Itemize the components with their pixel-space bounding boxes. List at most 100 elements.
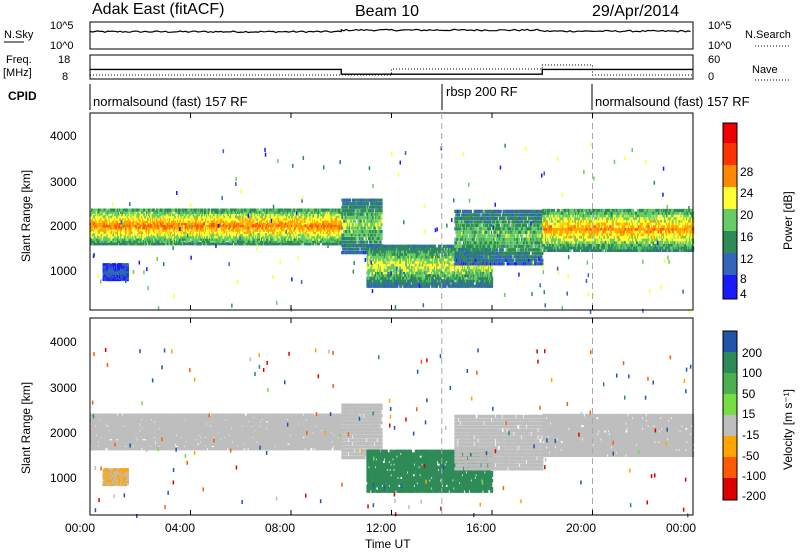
power-echo-cell (263, 221, 267, 226)
power-echo-cell (162, 213, 165, 217)
power-echo-cell (170, 226, 173, 230)
power-echo-cell (109, 217, 112, 221)
power-echo-cell (90, 237, 93, 241)
power-echo-cell (317, 213, 320, 217)
power-echo-cell (147, 221, 150, 226)
power-echo-cell (93, 210, 97, 214)
power-echo-cell (110, 237, 113, 241)
power-echo-cell (102, 228, 105, 232)
power-echo-cell (362, 198, 365, 202)
power-echo-cell (145, 242, 148, 246)
power-echo-cell (242, 213, 245, 217)
power-echo-cell (155, 217, 158, 221)
power-echo-cell (141, 228, 144, 232)
power-echo-cell (273, 239, 276, 243)
power-echo-cell (373, 219, 376, 223)
power-echo-cell (241, 239, 244, 243)
power-echo-cell (139, 224, 142, 228)
power-echo-cell (235, 208, 238, 212)
power-echo-cell (240, 224, 243, 228)
power-panel: Slant Range [km] 4000 3000 2000 1000 28 … (19, 112, 795, 314)
power-echo-cell (254, 228, 257, 232)
power-echo-cell (250, 215, 253, 219)
power-echo-cell (151, 233, 154, 237)
power-echo-cell (148, 233, 152, 237)
power-echo-cell (289, 210, 292, 214)
power-echo-cell (209, 242, 212, 246)
power-echo-cell (192, 235, 195, 239)
power-echo-cell (325, 233, 328, 237)
power-echo-cell (152, 208, 155, 212)
power-echo-cell (135, 226, 138, 230)
power-echo-cell (112, 239, 115, 243)
power-echo-cell (186, 226, 189, 230)
power-echo-cell (246, 224, 249, 228)
power-echo-cell (260, 217, 263, 221)
power-echo-cell (120, 239, 123, 243)
power-echo-cell (288, 230, 291, 235)
power-echo-cell (283, 242, 286, 246)
power-echo-cell (162, 226, 165, 230)
power-echo-cell (205, 237, 208, 241)
power-echo-cell (176, 217, 179, 221)
power-echo-cell (168, 213, 171, 217)
power-echo-cell (233, 237, 236, 241)
power-echo-cell (139, 228, 142, 232)
power-echo-cell (243, 237, 246, 241)
power-echo-cell (377, 237, 380, 241)
power-echo-cell (99, 242, 102, 246)
freq-label: Freq. (6, 54, 32, 66)
power-echo-cell (231, 213, 234, 217)
power-echo-cell (353, 237, 356, 241)
power-echo-cell (362, 226, 365, 230)
power-echo-cell (276, 230, 279, 235)
power-echo-cell (333, 221, 336, 226)
power-echo-cell (196, 217, 199, 221)
power-echo-cell (91, 208, 94, 212)
freq-panel: Freq. [MHz] 18 8 60 0 Nave (3, 54, 790, 83)
power-echo-cell (277, 242, 280, 246)
power-echo-cell (222, 242, 225, 246)
power-echo-cell (358, 233, 361, 237)
power-echo-cell (219, 213, 222, 217)
power-echo-cell (234, 219, 237, 223)
power-echo-cell (114, 235, 117, 239)
power-echo-cell (352, 244, 355, 248)
power-echo-cell (148, 224, 151, 228)
power-echo-cell (217, 228, 220, 232)
power-echo-cell (333, 224, 336, 228)
power-echo-cell (165, 237, 168, 241)
power-echo-cell (368, 226, 371, 230)
power-echo-cell (207, 208, 211, 212)
power-echo-cell (338, 217, 341, 221)
power-echo-cell (344, 223, 347, 227)
power-echo-cell (234, 224, 237, 228)
power-echo-cell (175, 233, 178, 237)
power-echo-cell (258, 239, 261, 243)
power-echo-cell (359, 216, 362, 220)
power-echo-cell (116, 242, 119, 246)
power-echo-cell (186, 237, 189, 241)
power-echo-cell (344, 247, 347, 251)
power-echo-cell (305, 237, 308, 241)
power-echo-cell (118, 224, 121, 228)
power-echo-cell (352, 247, 355, 251)
power-echo-cell (339, 237, 342, 241)
power-echo-cell (122, 233, 126, 237)
power-echo-cell (183, 242, 186, 246)
power-echo-cell (91, 230, 95, 235)
power-echo-cell (170, 210, 173, 214)
power-echo-cell (185, 235, 188, 239)
power-echo-cell (233, 226, 236, 230)
power-echo-cell (297, 217, 300, 221)
power-echo-cell (348, 233, 352, 237)
power-echo-cell (331, 215, 334, 219)
power-echo-cell (91, 235, 95, 239)
power-echo-cell (182, 208, 185, 212)
power-echo-cell (262, 217, 265, 221)
power-echo-cell (119, 226, 122, 230)
power-echo-cell (349, 251, 353, 255)
power-echo-cell (334, 217, 337, 221)
power-echo-cell (263, 230, 266, 235)
power-echo-cell (167, 228, 170, 232)
